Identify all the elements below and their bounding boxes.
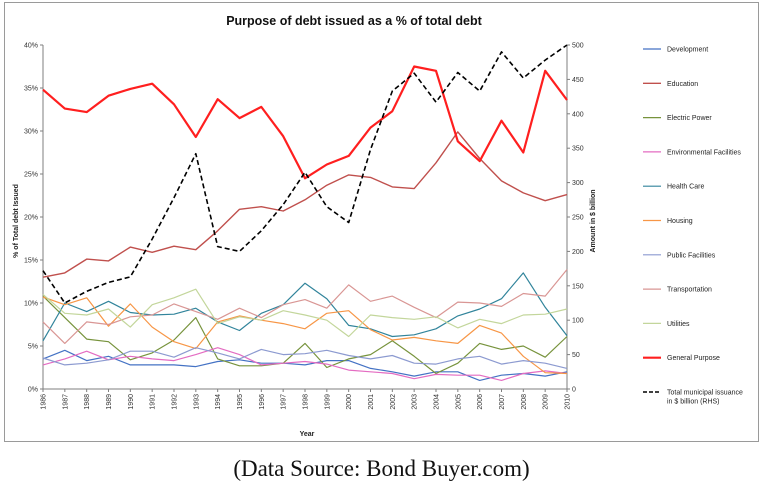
x-tick-label: 1991: [150, 394, 157, 410]
y2-axis-label: Amount in $ billion: [590, 190, 597, 253]
x-tick-label: 1988: [84, 394, 91, 410]
y2-tick-label: 100: [572, 318, 584, 325]
x-tick-label: 1989: [106, 394, 113, 410]
x-tick-label: 1998: [303, 394, 310, 410]
legend-label-general-purpose: General Purpose: [667, 355, 720, 362]
y-tick-label: 25%: [24, 172, 38, 179]
y2-tick-label: 0: [572, 387, 576, 394]
legend-label-education: Education: [667, 81, 698, 88]
x-tick-label: 2004: [434, 394, 441, 410]
y2-tick-label: 50: [572, 352, 580, 359]
x-tick-label: 2003: [412, 394, 419, 410]
series-line-utilities: [42, 288, 568, 338]
y-tick-label: 35%: [24, 86, 38, 93]
y-tick-label: 20%: [24, 215, 38, 222]
legend-label-development: Development: [667, 47, 708, 54]
series-lines: [42, 44, 568, 381]
chart-frame: Purpose of debt issued as a % of total d…: [4, 2, 759, 442]
x-tick-label: 1999: [324, 394, 331, 410]
legend-label-utilities: Utilities: [667, 321, 690, 328]
x-tick-label: 2007: [499, 394, 506, 410]
legend: Development Education Electric Power Enviro…: [643, 47, 743, 406]
x-tick-label: 1995: [237, 394, 244, 410]
y-tick-label: 15%: [24, 258, 38, 265]
legend-label-health-care: Health Care: [667, 184, 704, 191]
y-tick-label: 5%: [28, 344, 38, 351]
y2-tick-label: 200: [572, 249, 584, 256]
x-tick-label: 1992: [172, 394, 179, 410]
axes: 0%5%10%15%20%25%30%35%40%050100150200250…: [24, 43, 584, 410]
legend-label-housing: Housing: [667, 218, 693, 225]
chart-title: Purpose of debt issued as a % of total d…: [226, 14, 482, 28]
series-line-general-purpose: [42, 65, 568, 180]
x-tick-label: 1997: [281, 394, 288, 410]
y-axis-label: % of Total debt Issued: [13, 184, 20, 258]
source-note: (Data Source: Bond Buyer.com): [233, 456, 530, 481]
x-tick-label: 1996: [259, 394, 266, 410]
x-tick-label: 2001: [368, 394, 375, 410]
x-tick-label: 2000: [346, 394, 353, 410]
series-line-housing: [42, 296, 568, 375]
y2-tick-label: 150: [572, 283, 584, 290]
x-tick-label: 2002: [390, 394, 397, 410]
y2-tick-label: 300: [572, 180, 584, 187]
series-line-environmental-facilities: [42, 347, 568, 381]
x-tick-label: 2008: [521, 394, 528, 410]
x-tick-label: 1993: [193, 394, 200, 410]
x-tick-label: 2005: [455, 394, 462, 410]
y-tick-label: 40%: [24, 43, 38, 50]
y2-tick-label: 400: [572, 111, 584, 118]
series-line-public-facilities: [42, 347, 568, 369]
legend-label-environmental-facilities: Environmental Facilities: [667, 149, 741, 156]
y2-tick-label: 450: [572, 77, 584, 84]
legend-label-total-municipal-issuance-in-billion-rhs: Total municipal issuance in $ billion (RH…: [667, 390, 743, 406]
y-tick-label: 0%: [28, 387, 38, 394]
x-axis-label: Year: [300, 431, 315, 438]
x-tick-label: 1994: [215, 394, 222, 410]
legend-label-electric-power: Electric Power: [667, 115, 712, 122]
x-tick-label: 1986: [41, 394, 48, 410]
line-chart: Purpose of debt issued as a % of total d…: [13, 14, 743, 438]
series-line-electric-power: [42, 295, 568, 375]
series-line-health-care: [42, 272, 568, 342]
y2-tick-label: 350: [572, 146, 584, 153]
legend-label-public-facilities: Public Facilities: [667, 252, 716, 259]
x-tick-label: 2009: [543, 394, 550, 410]
series-line-education: [42, 131, 568, 278]
y-tick-label: 30%: [24, 129, 38, 136]
x-tick-label: 1990: [128, 394, 135, 410]
legend-label-transportation: Transportation: [667, 287, 712, 294]
x-tick-label: 2010: [565, 394, 572, 410]
y2-tick-label: 250: [572, 215, 584, 222]
series-line-development: [42, 349, 568, 381]
series-line-transportation: [42, 269, 568, 344]
y-tick-label: 10%: [24, 301, 38, 308]
y2-tick-label: 500: [572, 43, 584, 50]
series-line-total-municipal-issuance-in-billion-rhs: [42, 44, 568, 304]
x-tick-label: 1987: [62, 394, 69, 410]
x-tick-label: 2006: [477, 394, 484, 410]
